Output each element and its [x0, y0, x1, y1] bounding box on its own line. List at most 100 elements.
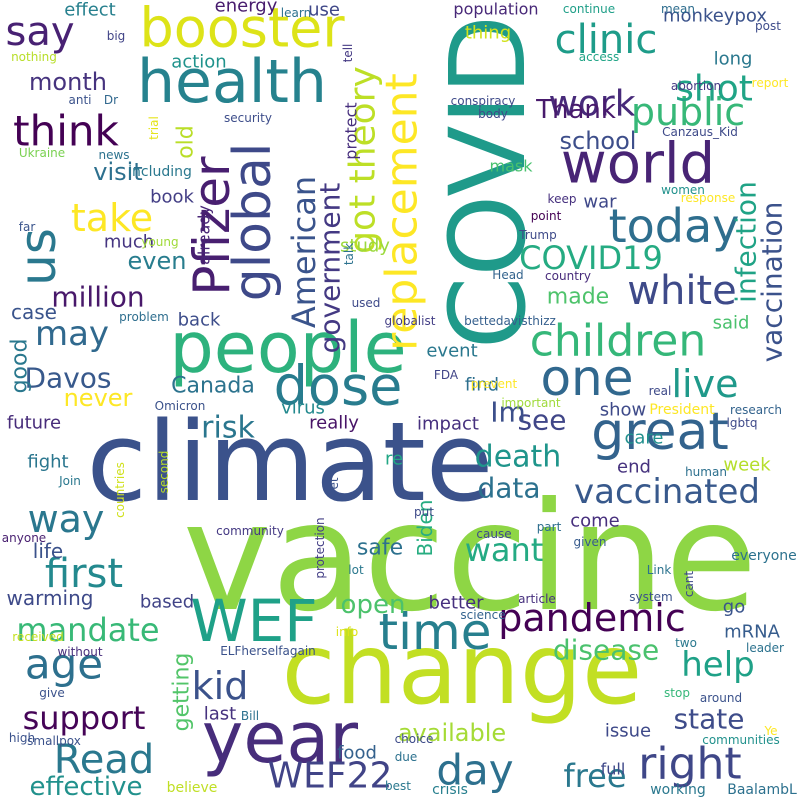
cloud-word-im: Im	[490, 396, 526, 429]
cloud-word-available: available	[398, 719, 506, 747]
cloud-word-use: use	[308, 0, 340, 21]
cloud-word-shot: shot	[675, 69, 753, 110]
cloud-word-response: response	[681, 191, 736, 205]
cloud-word-month: month	[29, 68, 107, 96]
cloud-word-pandemic: pandemic	[498, 596, 685, 640]
cloud-word-system: system	[629, 590, 672, 604]
cloud-word-food: food	[337, 743, 377, 764]
cloud-word-anyone: anyone	[2, 531, 46, 545]
cloud-word-tell: tell	[341, 44, 355, 63]
cloud-word-keep: keep	[548, 192, 577, 206]
cloud-word-women: women	[661, 183, 705, 197]
cloud-word-warming: warming	[7, 586, 94, 610]
cloud-word-war: war	[583, 192, 617, 213]
cloud-word-long: long	[714, 49, 753, 70]
cloud-word-thank: Thank	[535, 95, 616, 125]
cloud-word-point: point	[531, 209, 562, 223]
cloud-word-age: age	[25, 640, 103, 689]
cloud-word-open: open	[341, 590, 406, 620]
cloud-word-mask: mask	[490, 157, 534, 176]
cloud-word-covid: COVID	[427, 15, 549, 350]
cloud-word-part: part	[537, 520, 562, 534]
cloud-word-monkeypox: monkeypox	[663, 6, 767, 27]
cloud-word-davos: Davos	[24, 362, 111, 395]
cloud-word-million: million	[51, 281, 144, 314]
cloud-word-great: great	[591, 402, 729, 462]
cloud-word-choice: choice	[395, 732, 434, 746]
cloud-word-prevent: prevent	[471, 377, 518, 391]
cloud-word-thing: thing	[465, 23, 511, 44]
cloud-word-lot: lot	[348, 563, 364, 577]
cloud-word-day: day	[436, 746, 513, 795]
cloud-word-nothing: nothing	[11, 50, 57, 64]
cloud-word-study: study	[340, 236, 390, 257]
cloud-word-canada: Canada	[171, 374, 255, 399]
cloud-word-take: take	[71, 196, 153, 240]
cloud-word-today: today	[609, 199, 740, 253]
cloud-word-vaccine: vaccine	[183, 471, 758, 645]
cloud-word-covid19: COVID19	[519, 239, 663, 277]
cloud-word-used: used	[352, 296, 381, 310]
cloud-word-care: care	[624, 428, 663, 449]
cloud-word-mandate: mandate	[16, 611, 159, 649]
cloud-word-put: put	[414, 505, 434, 519]
cloud-word-event: event	[426, 341, 477, 362]
cloud-word-wef: WEF	[190, 587, 317, 655]
cloud-word-believe: believe	[167, 780, 218, 796]
cloud-word-president: President	[649, 402, 715, 418]
cloud-word-protect: protect	[342, 102, 361, 159]
cloud-word-far: far	[19, 220, 36, 234]
cloud-word-visit: visit	[93, 158, 142, 186]
cloud-word-yet: yet	[327, 477, 341, 496]
cloud-word-country: country	[545, 269, 591, 283]
cloud-word-come: come	[570, 511, 620, 532]
cloud-word-read: Read	[54, 737, 155, 783]
cloud-word-mean: mean	[661, 2, 695, 16]
cloud-word-data: data	[477, 472, 540, 505]
cloud-word-one: one	[540, 349, 633, 407]
cloud-word-want: want	[465, 531, 544, 569]
cloud-word-received: received	[12, 630, 63, 644]
cloud-word-got-theory: got theory	[343, 66, 384, 254]
cloud-word-change: change	[282, 613, 643, 727]
cloud-word-climate: climate	[87, 398, 494, 526]
cloud-word-bill: Bill	[241, 709, 259, 723]
cloud-word-due: due	[395, 750, 418, 764]
cloud-word-human: human	[685, 465, 727, 479]
cloud-word-ukraine: Ukraine	[19, 146, 65, 160]
cloud-word-first: first	[45, 551, 123, 597]
cloud-word-mrna: mRNA	[724, 622, 781, 643]
cloud-word-death: death	[475, 440, 562, 475]
cloud-word-news: news	[98, 148, 129, 162]
cloud-word-old: old	[174, 125, 199, 159]
cloud-word-working: working	[650, 782, 706, 798]
cloud-word-way: way	[28, 497, 105, 541]
cloud-word-work: work	[548, 84, 635, 125]
cloud-word-made: made	[547, 285, 609, 310]
cloud-word-white: white	[627, 268, 736, 314]
cloud-word-show: show	[600, 400, 647, 421]
cloud-word-important: important	[501, 396, 561, 410]
cloud-word-energy: energy	[215, 0, 278, 17]
cloud-word-bettedavisthizz: bettedavisthizz	[464, 314, 556, 328]
cloud-word-dr: Dr	[104, 93, 118, 107]
cloud-word-research: research	[730, 403, 782, 417]
cloud-word-public: public	[631, 90, 745, 134]
cloud-word-problem: problem	[119, 310, 169, 324]
cloud-word-book: book	[150, 187, 194, 208]
cloud-word-pfizer: Pfizer	[183, 156, 241, 296]
cloud-word-clinic: clinic	[555, 17, 658, 63]
cloud-word-join: Join	[58, 474, 81, 488]
cloud-word-global: global	[223, 143, 283, 302]
cloud-word-infection: infection	[730, 181, 763, 303]
cloud-word-vaccination: vaccination	[756, 202, 789, 363]
cloud-word-second: second	[157, 451, 171, 494]
cloud-word-school: school	[560, 127, 637, 155]
cloud-word-lgbtq: lgbtq	[727, 416, 758, 430]
cloud-word-right: right	[638, 739, 741, 790]
cloud-word-globalist: globalist	[385, 314, 436, 328]
cloud-word-re: re	[385, 449, 403, 470]
cloud-word-including: including	[128, 164, 192, 180]
cloud-word-effective: effective	[29, 772, 142, 800]
